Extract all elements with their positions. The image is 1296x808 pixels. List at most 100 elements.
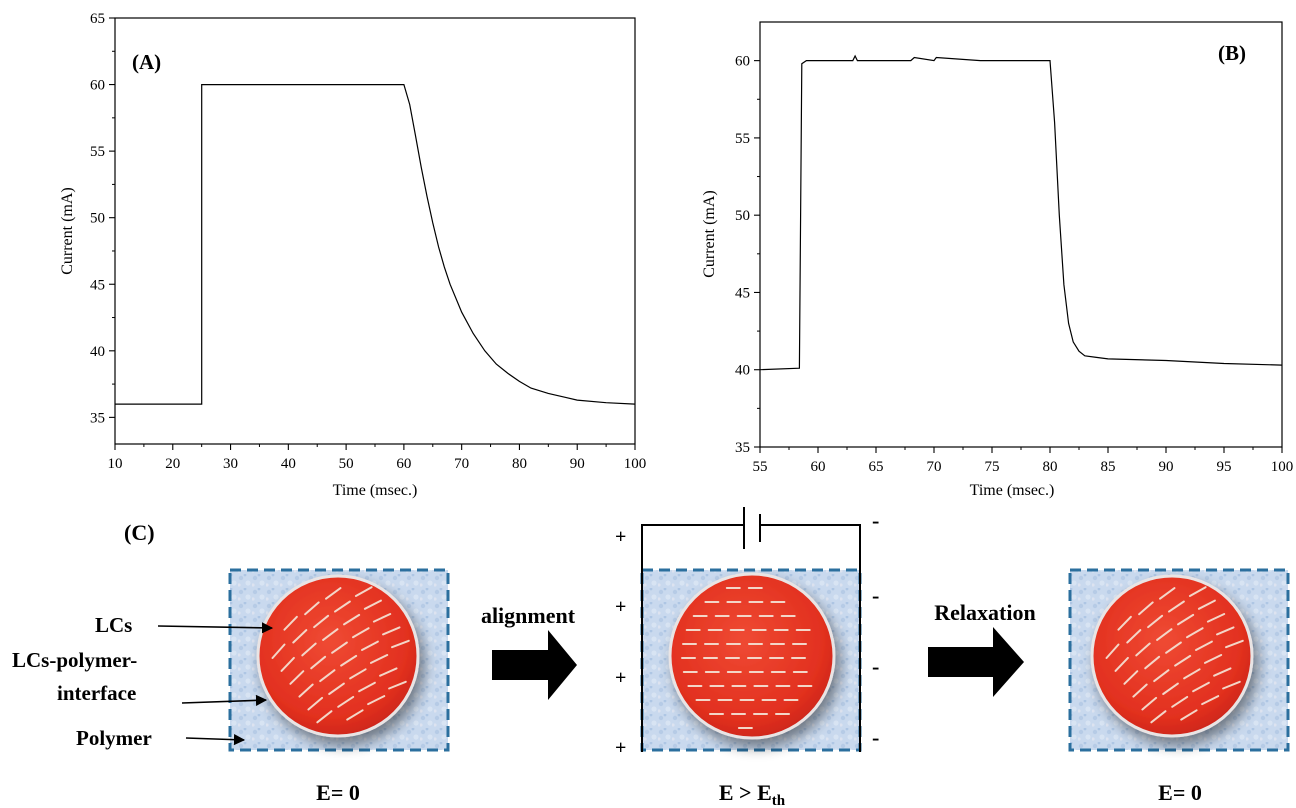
lc-director bbox=[1153, 669, 1170, 683]
lc-director bbox=[292, 629, 308, 644]
minus-sign: - bbox=[872, 654, 879, 679]
lc-director bbox=[1195, 640, 1213, 651]
condition-middle-subscript: th bbox=[772, 793, 786, 808]
plus-sign: + bbox=[615, 596, 626, 618]
lc-directors-right bbox=[1105, 586, 1244, 724]
lc-director bbox=[304, 601, 320, 616]
lc-director bbox=[1188, 586, 1207, 597]
voltage-source bbox=[641, 507, 861, 568]
lc-director bbox=[271, 643, 286, 659]
lc-director bbox=[1114, 656, 1129, 672]
chart-b-series-line bbox=[759, 54, 1283, 371]
chart-b-x-tick-label: 90 bbox=[1159, 459, 1174, 475]
chart-b-x-tick-label: 100 bbox=[1271, 459, 1294, 475]
lc-director bbox=[1206, 613, 1226, 623]
label-interface-line1: LCs-polymer- bbox=[12, 648, 137, 672]
label-interface-line2: interface bbox=[57, 681, 136, 705]
minus-sign: - bbox=[872, 508, 879, 533]
chart-b-x-tick-label: 70 bbox=[927, 459, 942, 475]
chart-b-y-tick-label: 60 bbox=[735, 54, 750, 70]
lc-director bbox=[363, 599, 382, 610]
lc-director bbox=[328, 682, 345, 695]
lc-director bbox=[1159, 587, 1176, 600]
lc-director bbox=[307, 696, 324, 711]
chart-b-x-tick-label: 95 bbox=[1217, 459, 1232, 475]
lc-director bbox=[1216, 626, 1235, 636]
lc-director bbox=[349, 668, 367, 680]
chart-a-ticks: 10 20 30 40 50 60 70 80 90 100 35 40 45 50 55 60 65 bbox=[90, 11, 646, 472]
lc-director bbox=[337, 695, 355, 708]
lc-director bbox=[1138, 601, 1154, 616]
arrow-interface bbox=[181, 694, 268, 706]
chart-a-x-tick-label: 30 bbox=[223, 456, 238, 472]
lc-director bbox=[388, 680, 407, 690]
chart-b-x-tick-label: 55 bbox=[753, 459, 768, 475]
lc-director bbox=[319, 669, 336, 683]
chart-b-x-tick-label: 75 bbox=[985, 459, 1000, 475]
lc-director bbox=[310, 655, 327, 670]
lc-director bbox=[1126, 629, 1142, 644]
chart-a-x-tick-label: 60 bbox=[396, 456, 411, 472]
lc-director bbox=[1225, 639, 1244, 649]
lc-director bbox=[1141, 696, 1158, 711]
chart-a-x-tick-label: 90 bbox=[570, 456, 585, 472]
lc-droplet-left bbox=[256, 574, 420, 738]
chart-a-x-tick-label: 80 bbox=[512, 456, 527, 472]
lc-director bbox=[1222, 680, 1241, 690]
chart-a-x-tick-label: 40 bbox=[281, 456, 296, 472]
chart-a-x-tick-label: 70 bbox=[454, 456, 469, 472]
lc-director bbox=[1201, 695, 1220, 706]
lc-director bbox=[325, 587, 342, 600]
chart-a-y-tick-label: 50 bbox=[90, 211, 105, 227]
lc-director bbox=[1168, 600, 1185, 613]
diagram-c: (C) LCs LCs-polymer- interface Polymer E… bbox=[12, 507, 1290, 808]
lc-director bbox=[334, 600, 351, 613]
chart-a-y-axis-label: Current (mA) bbox=[59, 187, 76, 275]
circuit-wire-right bbox=[760, 524, 861, 568]
lc-director bbox=[382, 626, 401, 636]
chart-b-x-tick-label: 60 bbox=[811, 459, 826, 475]
lc-director bbox=[283, 615, 298, 631]
lc-director bbox=[1105, 643, 1120, 659]
chart-b-panel-label: (B) bbox=[1218, 41, 1246, 65]
chart-b-x-axis-label: Time (msec.) bbox=[970, 482, 1055, 499]
lc-director bbox=[1186, 627, 1204, 639]
chart-b-y-axis-label: Current (mA) bbox=[701, 190, 718, 278]
condition-left: E= 0 bbox=[316, 780, 360, 805]
lc-director bbox=[1174, 654, 1192, 667]
lc-director bbox=[352, 627, 370, 639]
chart-b-frame bbox=[759, 21, 1283, 448]
lc-droplet-right bbox=[1090, 574, 1254, 738]
lc-director bbox=[1213, 667, 1232, 677]
lc-director bbox=[391, 639, 410, 649]
chart-a-x-tick-label: 100 bbox=[624, 456, 647, 472]
chart-a-y-tick-label: 55 bbox=[90, 144, 105, 160]
big-arrow-alignment bbox=[492, 630, 577, 700]
label-lcs: LCs bbox=[95, 613, 132, 637]
lc-director bbox=[1162, 682, 1179, 695]
lc-director bbox=[372, 613, 392, 623]
lc-director bbox=[1165, 641, 1182, 654]
chart-b-y-tick-label: 50 bbox=[735, 208, 750, 224]
chart-a-y-tick-label: 40 bbox=[90, 344, 105, 360]
lc-director bbox=[370, 654, 389, 664]
chart-a-y-tick-label: 65 bbox=[90, 11, 105, 27]
lc-director bbox=[313, 614, 330, 629]
chart-a-x-axis-label: Time (msec.) bbox=[333, 482, 418, 499]
lc-directors-left bbox=[271, 586, 410, 724]
arrow-polymer bbox=[185, 734, 246, 746]
lc-director bbox=[1177, 613, 1195, 626]
plus-sign: + bbox=[615, 667, 626, 689]
lc-director bbox=[301, 642, 317, 657]
circuit-wire-left bbox=[641, 524, 744, 568]
pdlc-cell-off-right bbox=[1068, 568, 1290, 752]
lc-director bbox=[1117, 615, 1132, 631]
lc-droplet-middle bbox=[668, 572, 836, 740]
label-polymer: Polymer bbox=[76, 726, 152, 750]
lc-director bbox=[1147, 614, 1164, 629]
minus-sign: - bbox=[872, 583, 879, 608]
lc-director bbox=[331, 641, 348, 654]
lc-director bbox=[1204, 654, 1223, 664]
pdlc-cell-on-middle bbox=[640, 568, 862, 752]
